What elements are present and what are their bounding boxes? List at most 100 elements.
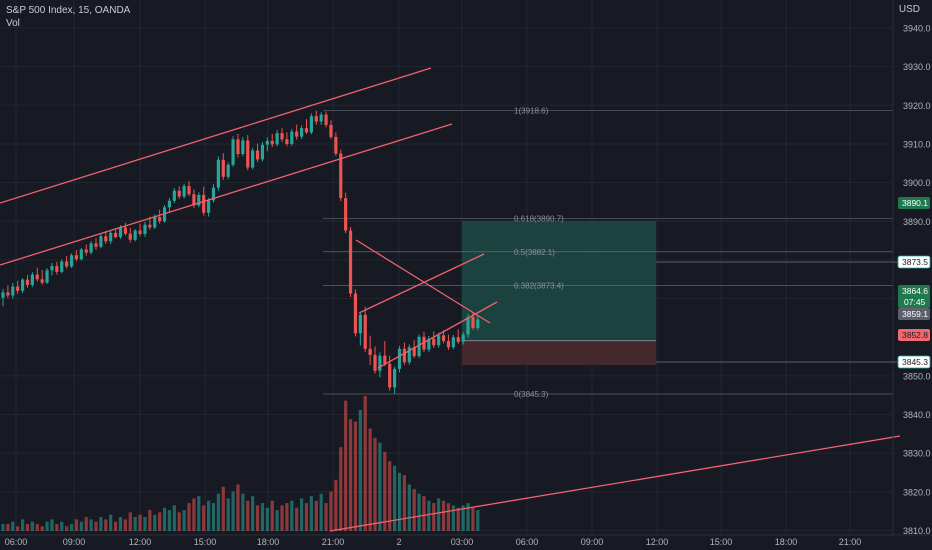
candle-body <box>89 243 93 253</box>
price-label: 3890.1 <box>898 197 930 209</box>
price-tick-label: 3830.0 <box>903 449 931 459</box>
price-tick-label: 3810.0 <box>903 526 931 536</box>
time-axis[interactable]: 06:00 09:00 12:00 15:00 18:00 21:00 2 03:00 06:0… <box>0 534 932 547</box>
volume-bar <box>138 514 142 531</box>
volume-bar <box>427 500 431 531</box>
candle-body <box>69 255 74 267</box>
fibonacci-retracement: 1(3918.6) 0.618(3890.7) 0.5(3882.1) 0.382(3… <box>323 107 893 399</box>
price-tick-label: 3820.0 <box>903 487 931 497</box>
price-label: 3845.3 <box>897 355 931 369</box>
candle-body <box>270 140 274 145</box>
candle-body <box>456 337 460 342</box>
volume-bar <box>158 512 162 531</box>
candle-body <box>290 131 294 144</box>
volume-bar <box>65 526 69 531</box>
candle-body <box>94 243 98 247</box>
symbol-title[interactable]: S&P 500 Index, 15, OANDA <box>6 5 131 16</box>
volume-bar <box>446 503 451 531</box>
candle-body <box>471 317 475 328</box>
volume-bar <box>285 503 289 531</box>
trend-drawings[interactable] <box>0 67 901 532</box>
volume-bar <box>182 510 186 531</box>
candle-body <box>197 194 201 206</box>
volume-bar <box>231 491 235 531</box>
candle-body <box>358 314 362 334</box>
volume-bar <box>441 500 446 531</box>
volume-bar <box>368 428 372 531</box>
candle-body <box>295 131 299 137</box>
candle-body <box>55 266 59 272</box>
price-label-box <box>898 308 930 320</box>
time-tick-label: 06:00 <box>516 537 539 547</box>
volume-bar <box>143 517 147 531</box>
volume-bar <box>79 521 83 531</box>
time-tick-label: 06:00 <box>5 537 28 547</box>
price-axis[interactable]: 3940.03930.03920.03910.03900.03890.03880… <box>892 0 931 550</box>
candle-body <box>344 198 348 231</box>
chart-legend: S&P 500 Index, 15, OANDA Vol <box>6 4 130 30</box>
price-label-value: 3873.5 <box>902 257 928 267</box>
candle-body <box>373 354 377 371</box>
volume-indicator-label[interactable]: Vol <box>6 18 20 29</box>
candle-body <box>402 348 406 363</box>
target-zone <box>462 220 656 366</box>
volume-bar <box>353 421 358 531</box>
volume-bar <box>113 521 118 531</box>
candle-body <box>466 317 470 335</box>
price-tick-label: 3840.0 <box>903 410 931 420</box>
lower-channel-line <box>0 123 453 266</box>
volume-bar <box>128 512 132 531</box>
volume-bar <box>133 517 137 531</box>
volume-bar <box>221 486 225 531</box>
candle-body <box>285 139 289 144</box>
volume-bar <box>358 409 362 531</box>
volume-bar <box>20 519 25 531</box>
candle-body <box>65 261 69 267</box>
candle-body <box>177 190 181 197</box>
volume-bar <box>451 505 455 531</box>
candle-body <box>363 314 367 349</box>
volume-bar <box>16 526 20 531</box>
candle-body <box>143 224 147 235</box>
volume-bar <box>89 519 93 531</box>
price-tick-label: 3910.0 <box>903 139 931 149</box>
volume-bar <box>192 498 196 531</box>
candle-body <box>446 341 451 348</box>
candle-body <box>202 194 206 213</box>
volume-bar <box>104 519 108 531</box>
candle-body <box>348 230 353 294</box>
time-tick-label: 15:00 <box>194 537 217 547</box>
fib-level-label: 0.382(3873.4) <box>514 281 564 290</box>
volume-bar <box>339 447 343 531</box>
candle-body <box>378 355 382 371</box>
volume-bar <box>437 498 441 531</box>
volume-bar <box>397 472 402 531</box>
candle-body <box>30 274 34 286</box>
price-label-box <box>898 285 930 308</box>
candle-body <box>451 337 455 348</box>
volume-bar <box>348 419 353 531</box>
volume-bar <box>1 524 5 531</box>
candle-body <box>158 216 162 222</box>
time-tick-label: 18:00 <box>775 537 798 547</box>
volume-bar <box>202 505 206 531</box>
candle-body <box>476 319 480 328</box>
price-tick-label: 3900.0 <box>903 178 931 188</box>
price-label: 3852.8 <box>898 329 930 341</box>
candle-body <box>60 261 64 272</box>
volume-bar <box>476 510 480 531</box>
candle-body <box>118 227 123 238</box>
volume-bar <box>123 519 127 531</box>
volume-bar <box>69 524 74 531</box>
candle-body <box>314 116 318 122</box>
profit-zone <box>462 220 656 341</box>
volume-bar <box>402 475 406 531</box>
price-label-box <box>898 329 930 341</box>
volume-bar <box>99 517 103 531</box>
price-tick-label: 3920.0 <box>903 101 931 111</box>
volume-bar <box>295 507 299 531</box>
candle-body <box>99 236 103 247</box>
candle-body <box>35 274 39 280</box>
candle-body <box>123 227 127 234</box>
